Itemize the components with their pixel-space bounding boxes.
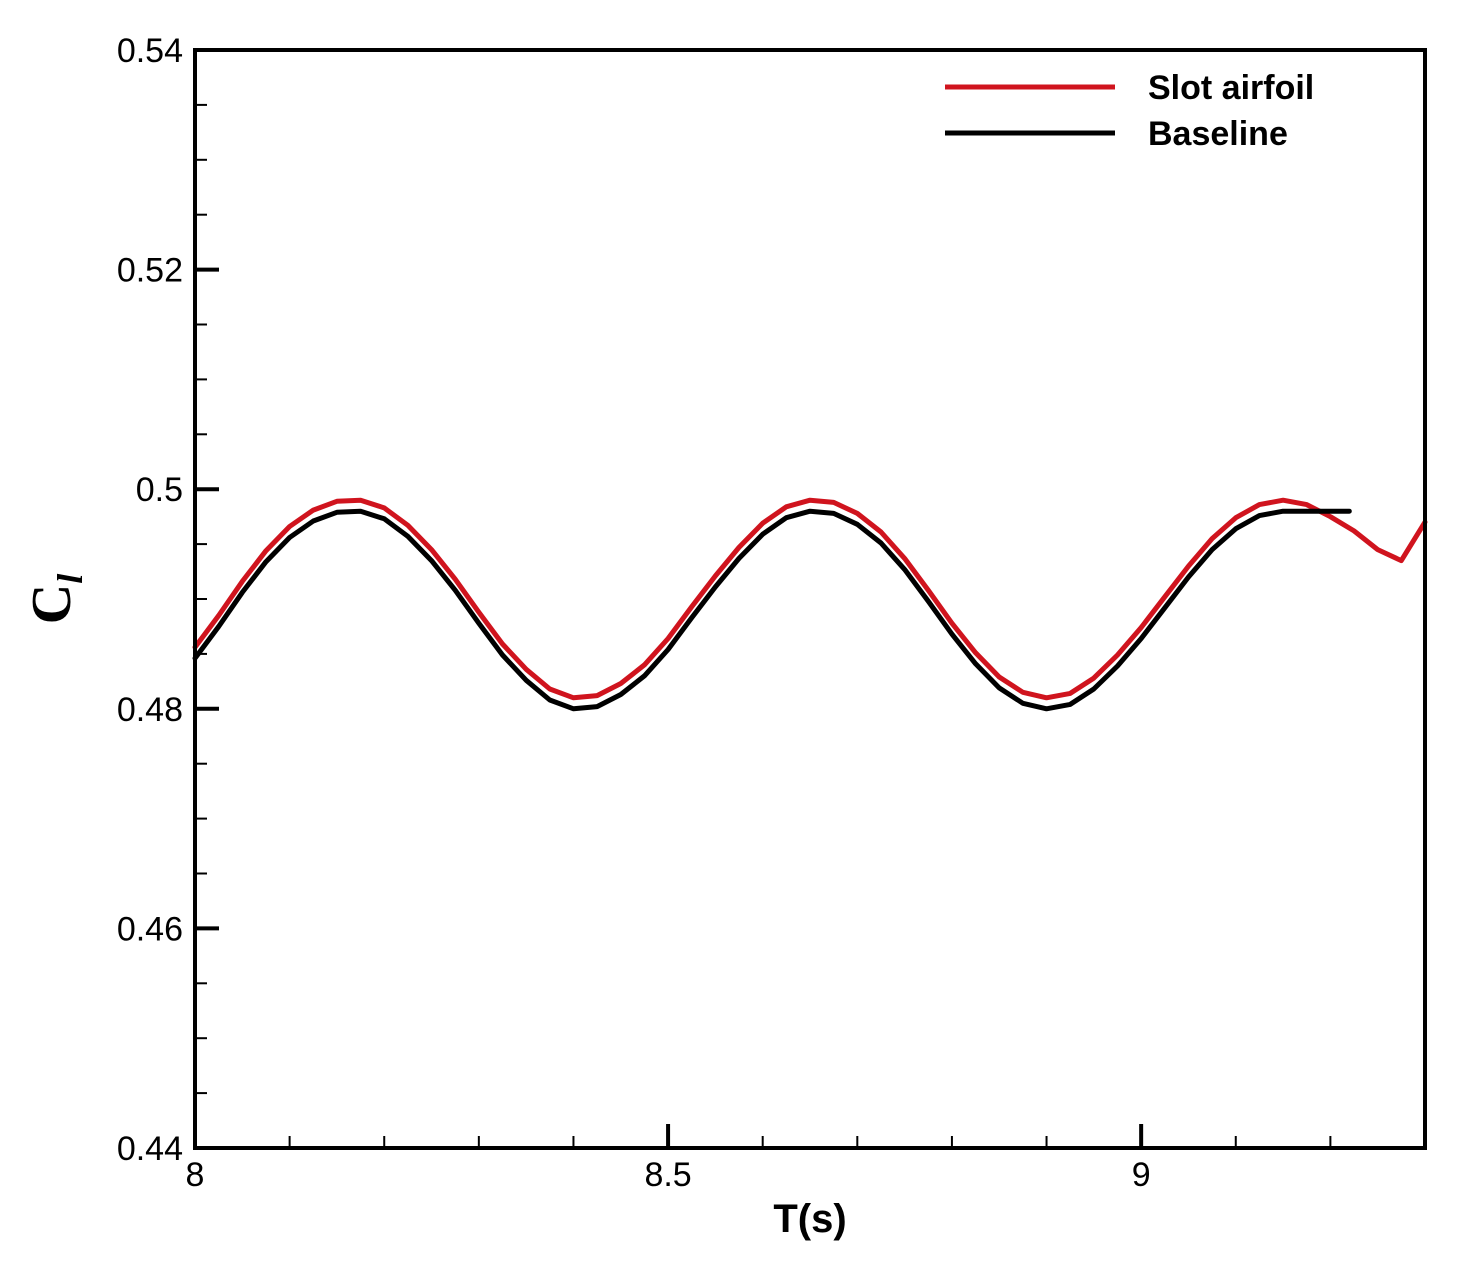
legend-label-baseline: Baseline	[1148, 115, 1288, 153]
y-tick-label: 0.48	[117, 691, 183, 729]
series-line-slot-airfoil	[192, 497, 1428, 701]
x-tick-label: 9	[1132, 1156, 1151, 1194]
series-line-baseline	[192, 508, 1352, 712]
x-tick-label: 8.5	[644, 1156, 691, 1194]
x-tick-label: 8	[186, 1156, 205, 1194]
series-layer	[192, 497, 1428, 712]
y-tick-label: 0.44	[117, 1130, 183, 1168]
legend: Slot airfoil Baseline	[945, 69, 1314, 153]
major-ticks	[193, 48, 1144, 1150]
y-axis-title-main: C	[21, 584, 83, 624]
y-tick-label: 0.52	[117, 252, 183, 290]
x-axis-title: T(s)	[773, 1197, 846, 1241]
y-tick-label: 0.54	[117, 32, 183, 70]
legend-label-slot-airfoil: Slot airfoil	[1148, 69, 1314, 107]
tick-labels: 8 8.5 9 0.44 0.46 0.48 0.5 0.52 0.54	[117, 32, 1151, 1194]
y-tick-label: 0.5	[136, 471, 183, 509]
minor-ticks	[194, 49, 1426, 1149]
y-axis-title-subscript: l	[50, 574, 90, 584]
plot-frame	[193, 48, 1427, 1150]
y-tick-label: 0.46	[117, 910, 183, 948]
y-axis-title: Cl	[21, 574, 90, 624]
